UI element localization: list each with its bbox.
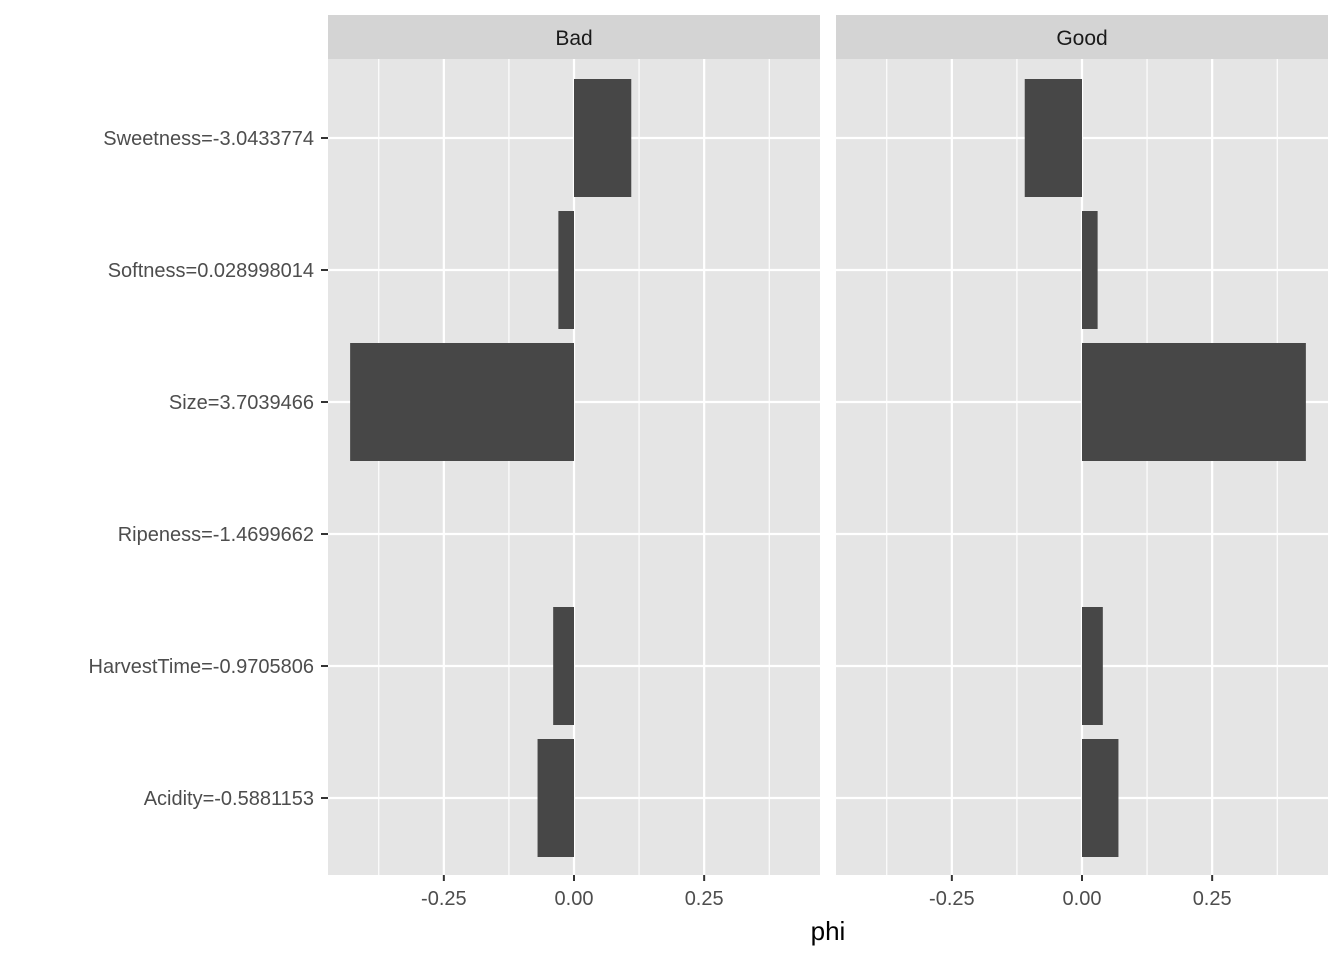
x-tick-label: 0.00 — [555, 888, 594, 910]
x-axis-title: phi — [811, 916, 846, 946]
panels-layer: Bad -0.25 0.00 0.25 Good -0.25 0.00 0.25 — [328, 15, 1328, 910]
x-tick-label: 0.25 — [1193, 888, 1232, 910]
y-tick-label: Ripeness=-1.4699662 — [118, 524, 314, 546]
bar-good — [1082, 739, 1119, 857]
bar-bad — [537, 739, 574, 857]
y-tick-label: Sweetness=-3.0433774 — [103, 128, 314, 150]
y-tick-label: Size=3.7039466 — [169, 392, 314, 414]
bar-bad — [553, 607, 574, 725]
panel-bad: Bad -0.25 0.00 0.25 — [328, 15, 820, 910]
facet-strip — [328, 15, 820, 59]
bar-good — [1082, 607, 1103, 725]
bar-good — [1082, 211, 1098, 329]
bar-bad — [350, 343, 574, 461]
bar-good — [1082, 343, 1306, 461]
y-tick-label: HarvestTime=-0.9705806 — [89, 656, 315, 678]
x-tick-label: 0.25 — [685, 888, 724, 910]
x-tick-label: 0.00 — [1063, 888, 1102, 910]
facet-strip-label: Bad — [555, 27, 592, 50]
facet-strip-label: Good — [1056, 27, 1107, 50]
bar-good — [1024, 79, 1082, 197]
bar-bad — [574, 79, 632, 197]
bar-bad — [558, 211, 574, 329]
x-tick-label: -0.25 — [421, 888, 467, 910]
facet-strip — [836, 15, 1328, 59]
y-tick-label: Acidity=-0.5881153 — [144, 788, 314, 810]
panel-good: Good -0.25 0.00 0.25 — [836, 15, 1328, 910]
y-tick-label: Softness=0.028998014 — [108, 260, 314, 282]
y-axis: Sweetness=-3.0433774 Softness=0.028998014… — [89, 128, 328, 810]
x-tick-label: -0.25 — [929, 888, 975, 910]
